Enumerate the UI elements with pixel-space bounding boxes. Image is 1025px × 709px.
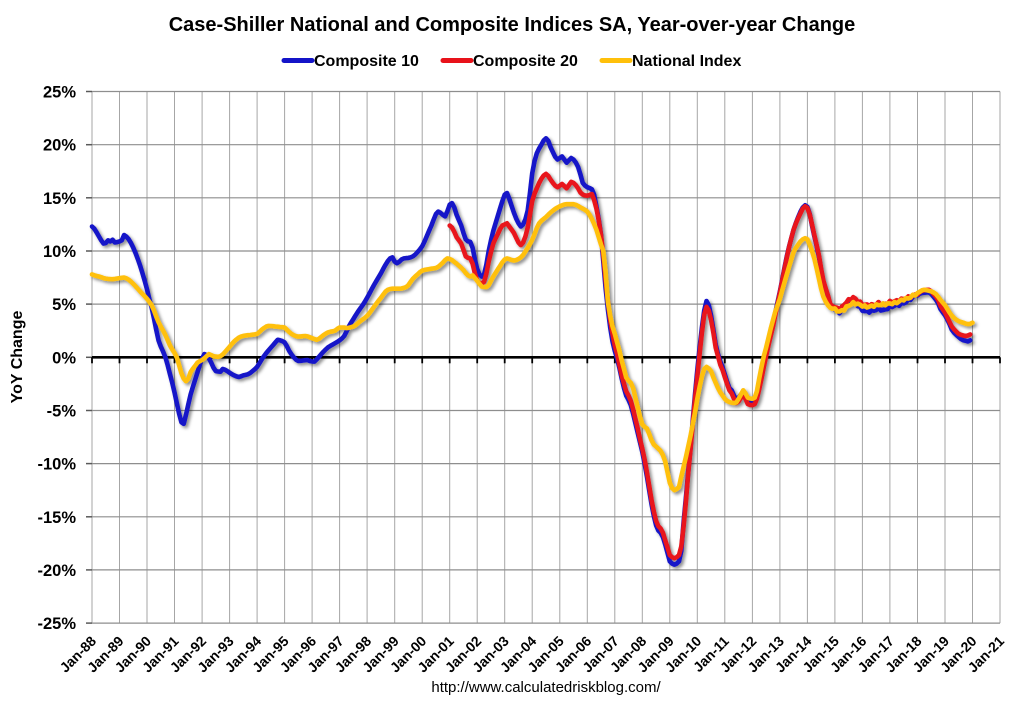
svg-text:15%: 15% <box>43 190 76 208</box>
svg-text:Composite 20: Composite 20 <box>473 53 578 70</box>
svg-text:National Index: National Index <box>632 53 741 70</box>
svg-text:Case-Shiller National and Comp: Case-Shiller National and Composite Indi… <box>169 14 856 36</box>
svg-text:25%: 25% <box>43 84 76 102</box>
svg-text:10%: 10% <box>43 243 76 261</box>
svg-text:20%: 20% <box>43 137 76 155</box>
svg-text:-10%: -10% <box>37 456 76 474</box>
svg-text:http://www.calculatedriskblog.: http://www.calculatedriskblog.com/ <box>431 679 661 696</box>
svg-text:5%: 5% <box>52 296 76 314</box>
svg-text:-15%: -15% <box>37 509 76 527</box>
svg-text:-20%: -20% <box>37 562 76 580</box>
svg-text:-25%: -25% <box>37 615 76 633</box>
svg-text:0%: 0% <box>52 349 76 367</box>
svg-text:YoY Change: YoY Change <box>9 311 26 404</box>
svg-text:-5%: -5% <box>47 403 77 421</box>
svg-text:Composite 10: Composite 10 <box>314 53 419 70</box>
